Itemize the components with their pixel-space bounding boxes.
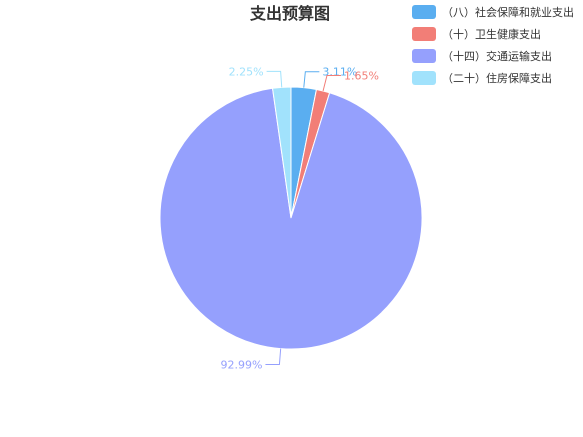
- leader-line-3: [266, 70, 283, 88]
- legend-label-3[interactable]: （二十）住房保障支出: [442, 71, 552, 85]
- legend-label-0[interactable]: （八）社会保障和就业支出: [442, 5, 574, 19]
- chart-title: 支出预算图: [249, 4, 330, 23]
- leader-line-0: [303, 71, 320, 88]
- data-label-1: 1.65%: [344, 69, 379, 82]
- leader-line-2: [265, 348, 282, 366]
- legend-swatch-0[interactable]: [412, 5, 436, 19]
- leader-line-1: [322, 74, 341, 92]
- pie-slice-3[interactable]: [271, 86, 292, 219]
- pie-slices: [159, 86, 423, 350]
- pie-labels: 3.11%1.65%92.99%2.25%: [220, 65, 378, 371]
- data-label-3: 2.25%: [229, 65, 264, 78]
- legend-label-1[interactable]: （十）卫生健康支出: [442, 27, 541, 41]
- legend-label-2[interactable]: （十四）交通运输支出: [442, 49, 552, 63]
- legend: （八）社会保障和就业支出 （十）卫生健康支出 （十四）交通运输支出 （二十）住房保障支…: [412, 5, 574, 85]
- legend-swatch-2[interactable]: [412, 49, 436, 63]
- legend-swatch-3[interactable]: [412, 71, 436, 85]
- legend-swatch-1[interactable]: [412, 27, 436, 41]
- data-label-2: 92.99%: [220, 359, 262, 372]
- pie-slice-2[interactable]: [159, 87, 423, 350]
